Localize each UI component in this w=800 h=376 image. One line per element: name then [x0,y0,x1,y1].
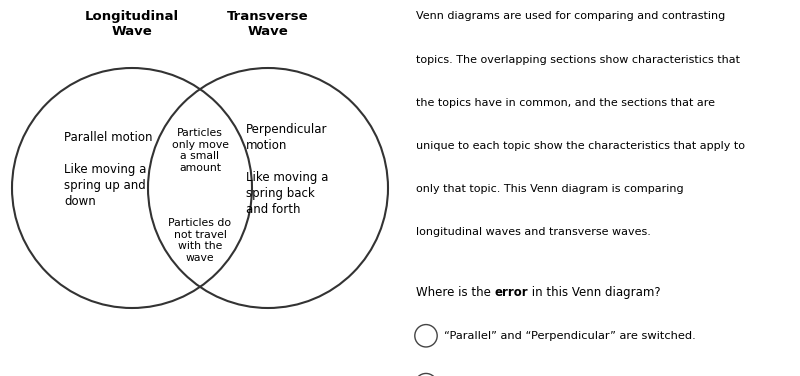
Text: Perpendicular
motion

Like moving a
spring back
and forth: Perpendicular motion Like moving a sprin… [246,123,328,216]
Text: unique to each topic show the characteristics that apply to: unique to each topic show the characteri… [416,141,745,151]
Text: longitudinal waves and transverse waves.: longitudinal waves and transverse waves. [416,227,651,238]
Text: Particles
only move
a small
amount: Particles only move a small amount [171,128,229,173]
Text: Parallel motion

Like moving a
spring up and
down: Parallel motion Like moving a spring up … [64,131,153,208]
Text: error: error [494,286,528,299]
Text: Venn diagrams are used for comparing and contrasting: Venn diagrams are used for comparing and… [416,11,726,21]
Text: only that topic. This Venn diagram is comparing: only that topic. This Venn diagram is co… [416,184,684,194]
Text: Transverse
Wave: Transverse Wave [227,10,309,38]
Text: Particles do
not travel
with the
wave: Particles do not travel with the wave [169,218,231,263]
Text: Where is the: Where is the [416,286,494,299]
Text: topics. The overlapping sections show characteristics that: topics. The overlapping sections show ch… [416,55,740,65]
Text: in this Venn diagram?: in this Venn diagram? [528,286,661,299]
Text: “Parallel” and “Perpendicular” are switched.: “Parallel” and “Perpendicular” are switc… [444,331,696,341]
Text: Longitudinal
Wave: Longitudinal Wave [85,10,179,38]
Text: the topics have in common, and the sections that are: the topics have in common, and the secti… [416,98,715,108]
